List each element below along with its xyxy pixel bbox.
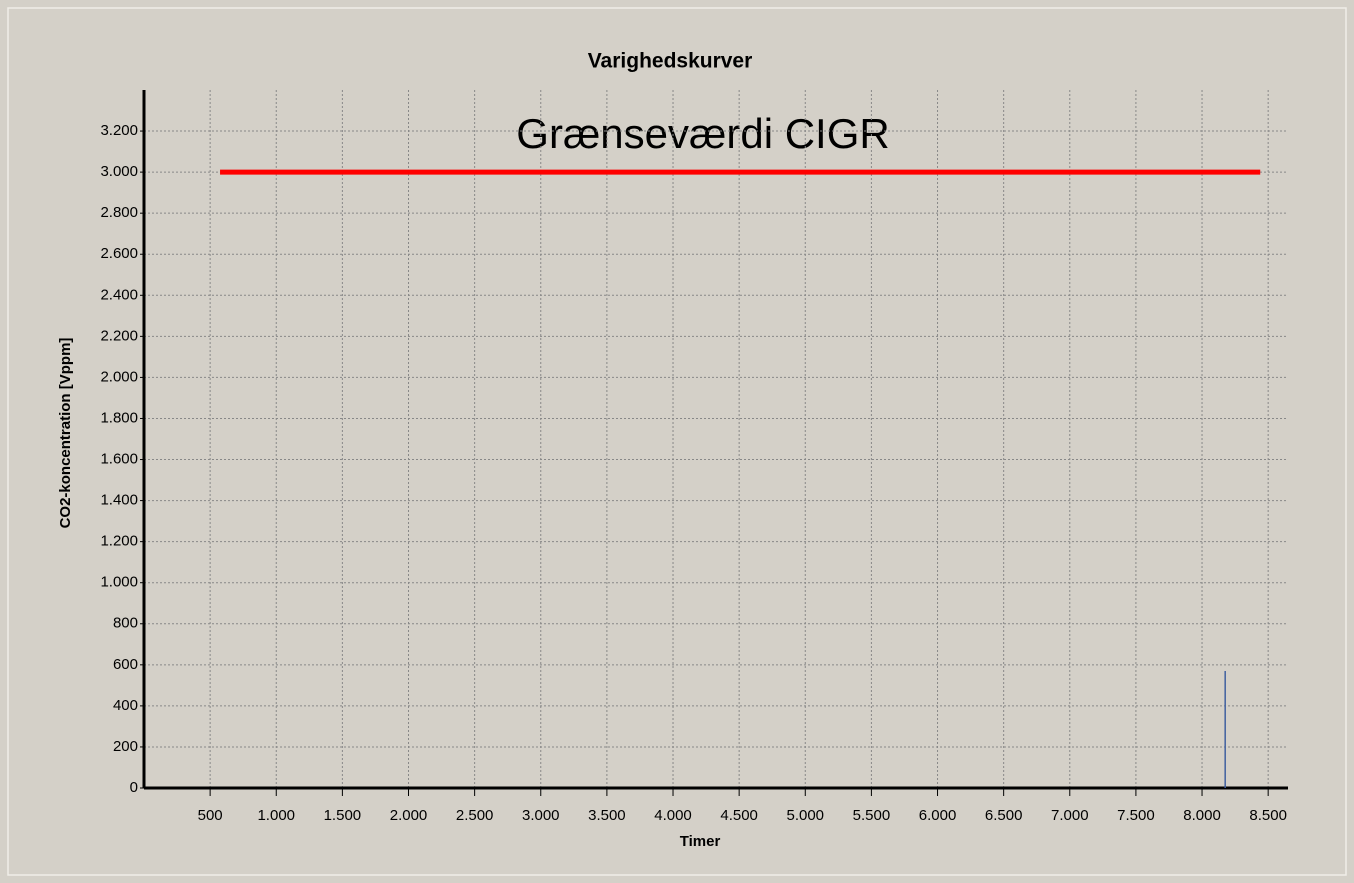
y-tick-label: 400 <box>113 697 138 714</box>
x-tick-label: 7.500 <box>1117 807 1155 824</box>
y-axis-label: CO2-koncentration [Vppm] <box>57 338 74 529</box>
y-tick-label: 2.000 <box>100 368 138 385</box>
y-tick-label: 200 <box>113 738 138 755</box>
chart-title: Varighedskurver <box>588 50 753 73</box>
x-tick-label: 2.500 <box>456 807 494 824</box>
x-tick-label: 8.000 <box>1183 807 1221 824</box>
x-tick-label: 7.000 <box>1051 807 1089 824</box>
y-tick-label: 1.800 <box>100 409 138 426</box>
y-tick-label: 0 <box>130 779 138 796</box>
x-tick-label: 2.000 <box>390 807 428 824</box>
y-tick-label: 2.200 <box>100 327 138 344</box>
y-tick-label: 1.000 <box>100 574 138 591</box>
x-axis-label: Timer <box>680 833 721 850</box>
x-tick-label: 500 <box>198 807 223 824</box>
frame <box>7 7 1347 876</box>
x-tick-label: 8.500 <box>1249 807 1287 824</box>
x-tick-label: 4.000 <box>654 807 692 824</box>
x-tick-label: 5.000 <box>786 807 824 824</box>
y-tick-label: 1.400 <box>100 492 138 509</box>
x-tick-label: 3.500 <box>588 807 626 824</box>
x-tick-label: 4.500 <box>720 807 758 824</box>
y-tick-label: 600 <box>113 656 138 673</box>
x-tick-label: 6.500 <box>985 807 1023 824</box>
y-tick-label: 3.200 <box>100 122 138 139</box>
x-tick-label: 1.500 <box>324 807 362 824</box>
y-tick-label: 2.600 <box>100 245 138 262</box>
x-tick-label: 6.000 <box>919 807 957 824</box>
annotation: Grænseværdi CIGR <box>516 110 889 157</box>
y-tick-label: 800 <box>113 615 138 632</box>
y-tick-label: 1.200 <box>100 533 138 550</box>
y-tick-label: 2.800 <box>100 204 138 221</box>
x-tick-label: 3.000 <box>522 807 560 824</box>
y-tick-label: 1.600 <box>100 450 138 467</box>
x-tick-label: 1.000 <box>257 807 295 824</box>
y-tick-label: 2.400 <box>100 286 138 303</box>
x-tick-label: 5.500 <box>853 807 891 824</box>
y-tick-label: 3.000 <box>100 163 138 180</box>
